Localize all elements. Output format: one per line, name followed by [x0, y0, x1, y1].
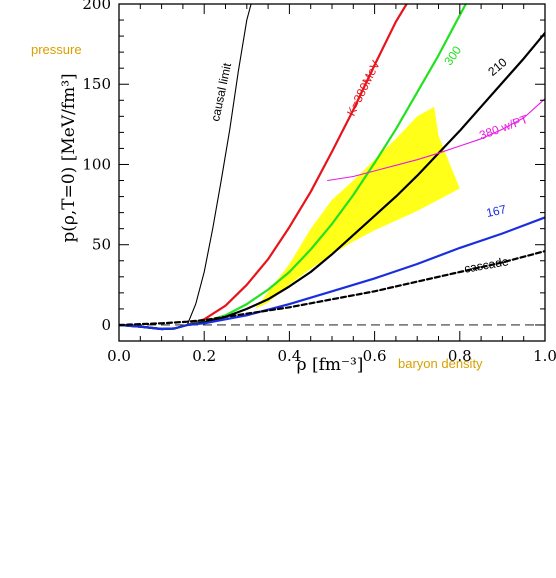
label-cascade: cascade	[463, 254, 510, 276]
label-causal-limit: causal limit	[208, 61, 234, 123]
x-tick-label: 1.0	[533, 347, 556, 365]
label-380-wpt: 380 w/PT	[477, 112, 530, 143]
y-tick-label: 0	[101, 316, 111, 334]
series-line-4	[327, 98, 545, 182]
series-line-5	[119, 216, 545, 331]
y-tick-label: 200	[82, 0, 111, 13]
label-k380: K=380MeV	[344, 58, 383, 118]
flow-constraint-band-layer	[255, 106, 460, 309]
series-line-0	[186, 4, 252, 326]
x-tick-label: 0.6	[363, 347, 387, 365]
x-tick-label: 0.4	[277, 347, 301, 365]
y-axis-label: p(ρ,T=0) [MeV/fm³]	[59, 73, 79, 242]
x-tick-label: 0.8	[448, 347, 472, 365]
y-tick-label: 100	[82, 155, 111, 173]
annotation-pressure: pressure	[31, 42, 82, 57]
series-line-6	[119, 250, 545, 327]
x-tick-label: 0.0	[107, 347, 131, 365]
label-210: 210	[485, 55, 510, 79]
x-tick-label: 0.2	[192, 347, 216, 365]
ticks-layer	[118, 3, 546, 341]
annotation-baryon-density: baryon density	[398, 356, 483, 371]
y-tick-labels: 0 50 100 150 200	[82, 0, 111, 334]
series-line-1	[119, 4, 408, 331]
label-167: 167	[485, 202, 508, 220]
y-tick-label: 150	[82, 75, 111, 93]
x-axis-label: ρ [fm⁻³]	[297, 355, 364, 375]
label-300: 300	[441, 43, 464, 68]
flow-constraint-band	[255, 106, 460, 309]
series-layer	[119, 4, 545, 331]
series-line-3	[119, 31, 545, 331]
y-tick-label: 50	[92, 236, 111, 254]
x-tick-labels: 0.0 0.2 0.4 0.6 0.8 1.0	[107, 347, 556, 365]
